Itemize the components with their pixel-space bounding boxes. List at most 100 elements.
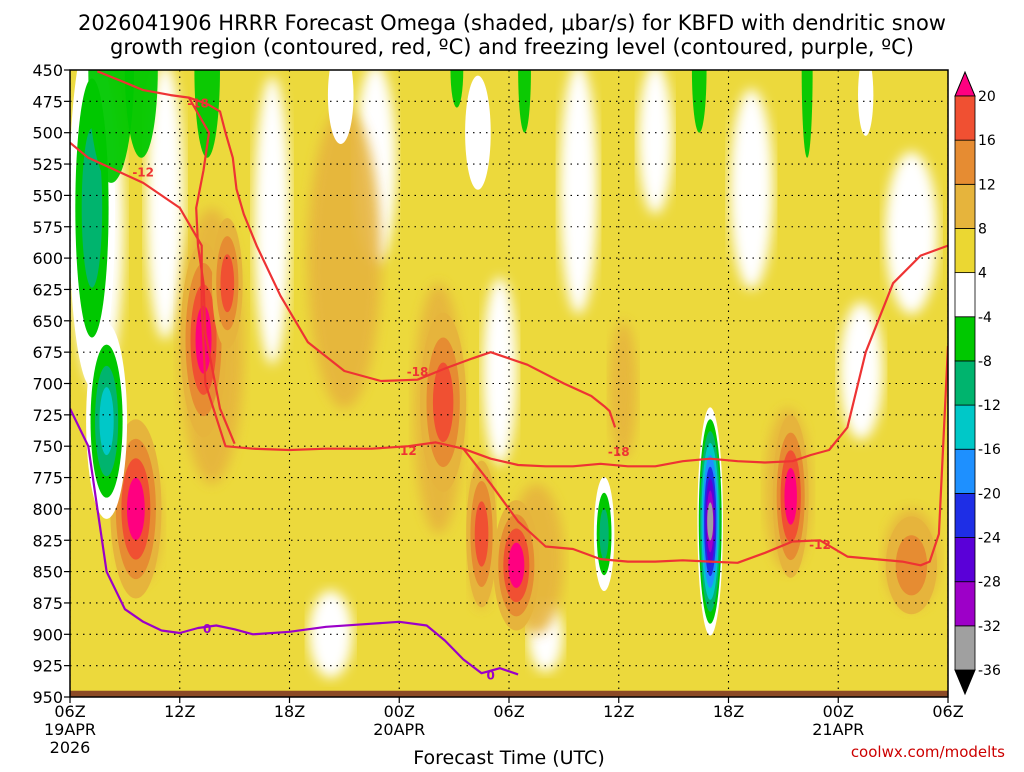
omega-feature-level [858, 70, 874, 136]
contour-freezing-level-0 [70, 408, 519, 676]
y-tick-label: 500 [32, 124, 63, 143]
omega-feature-level [220, 254, 235, 313]
y-tick-label: 825 [32, 531, 63, 550]
y-tick-label: 625 [32, 280, 63, 299]
x-tick-label: 06Z [54, 702, 85, 721]
omega-downward-tongue [88, 70, 135, 183]
y-tick-label: 900 [32, 625, 63, 644]
omega-downward-tongue [450, 70, 464, 108]
omega-feature-level [432, 362, 454, 443]
colorbar-label: 12 [978, 177, 996, 193]
x-tick-label: 00Z [384, 702, 415, 721]
x-tick-label: 06Z [932, 702, 963, 721]
colorbar-swatch [954, 183, 976, 229]
colorbar-label: -12 [978, 398, 1001, 414]
y-tick-label: 550 [32, 186, 63, 205]
plot-area [70, 70, 948, 697]
contour-label: 0 [487, 668, 495, 682]
y-tick-label: 775 [32, 469, 63, 488]
omega-feature-level [99, 387, 114, 456]
x-tick-label: 06Z [493, 702, 524, 721]
y-tick-label: 875 [32, 594, 63, 613]
chart-title-line1: 2026041906 HRRR Forecast Omega (shaded, … [78, 11, 946, 35]
omega-downward-tongue [518, 70, 531, 133]
colorbar-swatch [954, 228, 976, 274]
omega-feature-level [465, 75, 491, 190]
contour-label: -18 [187, 97, 209, 111]
x-date-label: 20APR [373, 720, 425, 739]
colorbar-swatch [954, 316, 976, 362]
y-tick-label: 525 [32, 155, 63, 174]
colorbar-swatch [954, 625, 976, 671]
colorbar-label: -24 [978, 531, 1001, 547]
omega-downward-tongue [801, 70, 813, 158]
colorbar-label: 16 [978, 133, 996, 149]
omega-clear-gap [146, 70, 185, 340]
y-tick-label: 700 [32, 375, 63, 394]
contour-label: -12 [132, 166, 154, 180]
y-tick-label: 650 [32, 312, 63, 331]
omega-clear-gap [729, 89, 774, 290]
contours [70, 70, 948, 676]
omega-feature-level [81, 128, 103, 288]
x-tick-label: 12Z [164, 702, 195, 721]
y-tick-label: 575 [32, 218, 63, 237]
colorbar-label: 4 [978, 266, 987, 282]
contour-dgz-minus12-lower [462, 345, 948, 567]
x-tick-label: 12Z [603, 702, 634, 721]
omega-clear-gap [482, 277, 517, 465]
colorbar-label: -28 [978, 575, 1001, 591]
colorbar-swatch [954, 404, 976, 450]
contour-label: -18 [608, 445, 630, 459]
omega-downward-tongue [194, 70, 220, 158]
y-tick-label: 450 [32, 61, 63, 80]
omega-downward-tongue [691, 70, 707, 133]
y-tick-label: 725 [32, 406, 63, 425]
x-tick-label: 18Z [713, 702, 744, 721]
colorbar-label: -4 [978, 310, 992, 326]
omega-clear-gap [254, 76, 291, 365]
contour-dgz-minus18-left [187, 97, 236, 445]
colorbar-label: -20 [978, 486, 1001, 502]
x-date-label: 21APR [812, 720, 864, 739]
credit-link[interactable]: coolwx.com/modelts [851, 743, 1005, 761]
omega-feature-level [508, 542, 525, 589]
colorbar-label: -36 [978, 663, 1001, 679]
omega-feature-level [474, 501, 489, 567]
colorbar-swatch [954, 492, 976, 538]
colorbar-swatch [954, 139, 976, 185]
omega-moderate-band [609, 320, 638, 459]
colorbar-swatch [954, 95, 976, 141]
omega-feature-level [784, 468, 797, 525]
omega-feature-level [327, 70, 354, 144]
omega-clear-gap [638, 70, 673, 214]
y-tick-label: 850 [32, 563, 63, 582]
colorbar-swatch [954, 360, 976, 406]
x-date-label: 19APR [44, 720, 96, 739]
omega-feature-level [895, 535, 928, 596]
ground-surface [70, 690, 948, 697]
y-tick-label: 475 [32, 92, 63, 111]
omega-feature-level [707, 502, 714, 541]
contour-dgz-minus12-upper [70, 141, 948, 468]
omega-feature-level [599, 508, 609, 560]
colorbar-label: 8 [978, 221, 987, 237]
contour-label: 12 [400, 444, 417, 458]
colorbar-swatch [954, 448, 976, 494]
colorbar-swatch [954, 581, 976, 627]
contour-label: -12 [809, 538, 831, 552]
colorbar-swatch [954, 272, 976, 318]
omega-clear-gap [559, 70, 598, 315]
x-axis-label: Forecast Time (UTC) [413, 747, 604, 768]
y-tick-label: 600 [32, 249, 63, 268]
colorbar: -36 -32 -28 -24 -20 -16 -12 -8 -4 4 8 12 16 20 [954, 70, 1001, 696]
y-tick-label: 925 [32, 657, 63, 676]
contour-label: 0 [203, 622, 211, 636]
x-year-label: 2026 [50, 738, 91, 757]
omega-clear-gap [885, 151, 938, 315]
grid-lines [70, 70, 948, 697]
contour-dgz-minus18-upper [96, 70, 617, 428]
y-tick-label: 675 [32, 343, 63, 362]
